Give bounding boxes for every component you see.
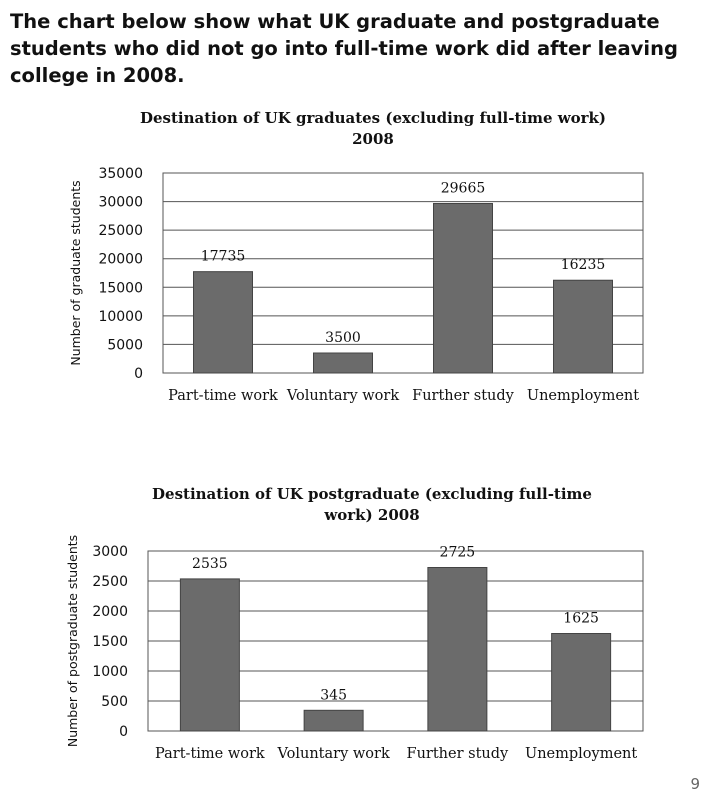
y-axis-label: Number of postgraduate students bbox=[65, 535, 80, 747]
bar-value-label: 17735 bbox=[201, 249, 246, 265]
y-tick-label: 0 bbox=[134, 366, 143, 382]
graduates-chart: Destination of UK graduates (excluding f… bbox=[68, 109, 644, 404]
bar-value-label: 3500 bbox=[325, 330, 361, 346]
y-tick-label: 15000 bbox=[98, 280, 143, 296]
bar-part-time-work bbox=[179, 578, 240, 732]
chart-title-line: 2008 bbox=[352, 130, 394, 148]
bar-value-label: 345 bbox=[320, 687, 347, 703]
page-number: 9 bbox=[690, 775, 700, 793]
bar-value-label: 2725 bbox=[440, 545, 476, 561]
bar-part-time-work bbox=[193, 271, 253, 374]
category-label: Unemployment bbox=[525, 746, 637, 762]
y-tick-label: 5000 bbox=[107, 337, 143, 353]
category-label: Further study bbox=[407, 746, 510, 762]
plot-frame bbox=[147, 550, 644, 732]
bar-value-label: 1625 bbox=[563, 611, 599, 627]
bar-voluntary-work bbox=[313, 352, 373, 374]
y-tick-label: 35000 bbox=[98, 166, 143, 182]
y-tick-label: 2500 bbox=[92, 574, 128, 590]
y-tick-label: 30000 bbox=[98, 195, 143, 211]
bar-unemployment bbox=[551, 633, 612, 732]
category-label: Voluntary work bbox=[286, 388, 399, 404]
category-label: Voluntary work bbox=[277, 746, 390, 762]
bar-value-label: 2535 bbox=[192, 556, 228, 572]
plot-frame bbox=[162, 172, 644, 374]
postgraduates-chart: Destination of UK postgraduate (excludin… bbox=[65, 485, 644, 762]
category-label: Unemployment bbox=[527, 388, 639, 404]
y-tick-label: 1000 bbox=[92, 664, 128, 680]
y-tick-label: 20000 bbox=[98, 252, 143, 268]
bar-further-study bbox=[427, 567, 488, 732]
bar-voluntary-work bbox=[303, 709, 364, 732]
chart-title-line: Destination of UK graduates (excluding f… bbox=[140, 109, 606, 127]
bar-further-study bbox=[433, 202, 493, 374]
category-label: Further study bbox=[412, 388, 515, 404]
y-tick-label: 500 bbox=[101, 694, 128, 710]
bar-unemployment bbox=[553, 279, 613, 374]
y-tick-label: 10000 bbox=[98, 309, 143, 325]
y-axis-label: Number of graduate students bbox=[68, 180, 83, 365]
y-tick-label: 0 bbox=[119, 724, 128, 740]
y-tick-label: 3000 bbox=[92, 544, 128, 560]
y-tick-label: 1500 bbox=[92, 634, 128, 650]
intro-text: The chart below show what UK graduate an… bbox=[10, 10, 678, 87]
bar-value-label: 29665 bbox=[441, 180, 486, 196]
chart-title-line: Destination of UK postgraduate (excludin… bbox=[152, 485, 592, 503]
category-label: Part-time work bbox=[155, 746, 265, 762]
category-label: Part-time work bbox=[168, 388, 278, 404]
chart-title-line: work) 2008 bbox=[323, 506, 419, 524]
y-tick-label: 25000 bbox=[98, 223, 143, 239]
y-tick-label: 2000 bbox=[92, 604, 128, 620]
bar-value-label: 16235 bbox=[561, 257, 606, 273]
